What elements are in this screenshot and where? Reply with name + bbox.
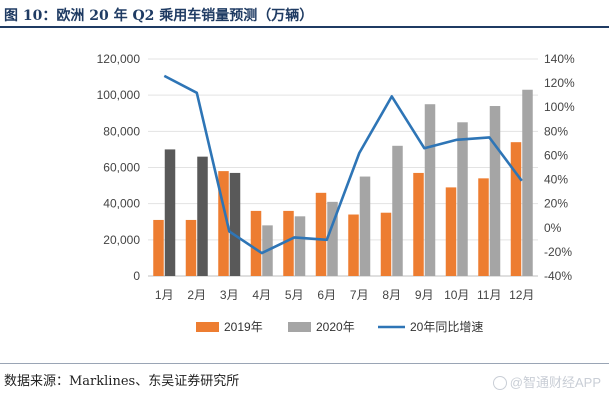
bar-2020 xyxy=(392,145,403,276)
x-tick-label: 5月 xyxy=(285,288,304,302)
x-tick-label: 7月 xyxy=(350,288,369,302)
x-tick-label: 6月 xyxy=(317,288,336,302)
bar-2019 xyxy=(283,210,294,276)
x-tick-label: 9月 xyxy=(415,288,434,302)
bar-2019 xyxy=(478,178,489,276)
legend-swatch-2019 xyxy=(196,322,219,332)
bar-2019 xyxy=(185,219,197,276)
y-left-tick-label: 80,000 xyxy=(103,124,140,138)
y-right-tick-label: 40% xyxy=(544,173,568,187)
y-left-tick-label: 100,000 xyxy=(97,88,141,102)
y-right-tick-label: 0% xyxy=(544,221,562,235)
bar-2019 xyxy=(348,214,359,276)
y-right-tick-label: -40% xyxy=(544,269,572,283)
legend-swatch-2020 xyxy=(288,322,311,332)
footer-divider xyxy=(0,363,609,364)
bar-2020 xyxy=(522,89,533,276)
legend-label-2020: 2020年 xyxy=(316,320,355,334)
x-tick-label: 3月 xyxy=(220,288,239,302)
growth-line xyxy=(163,74,523,255)
bar-2020 xyxy=(489,106,501,277)
watermark: @智通财经APP xyxy=(492,372,601,391)
y-right-tick-label: -20% xyxy=(544,245,572,259)
x-tick-label: 11月 xyxy=(477,288,501,302)
y-right-tick-label: 80% xyxy=(544,124,568,138)
bar-2020 xyxy=(457,122,468,277)
y-left-tick-label: 60,000 xyxy=(103,161,140,175)
x-tick-label: 10月 xyxy=(444,288,469,302)
y-right-tick-label: 140% xyxy=(544,52,575,66)
bar-2020 xyxy=(327,201,338,276)
x-tick-label: 4月 xyxy=(252,288,271,302)
y-right-tick-label: 120% xyxy=(544,76,575,90)
bar-2019 xyxy=(315,192,327,276)
y-right-tick-label: 20% xyxy=(544,197,568,211)
bar-2019 xyxy=(153,219,164,276)
bar-2019 xyxy=(510,142,522,276)
y-left-tick-label: 120,000 xyxy=(97,52,141,66)
chart-svg: 0 20,000 40,000 60,000 80,000 100,000 120,000 -… xyxy=(97,52,575,334)
y-right-tick-label: 60% xyxy=(544,148,568,162)
bar-2019 xyxy=(445,187,457,276)
legend-label-2019: 2019年 xyxy=(224,320,263,334)
bar-2020 xyxy=(294,216,306,276)
bar-2020 xyxy=(197,156,208,276)
legend-label-growth: 20年同比增速 xyxy=(410,320,483,334)
y-left-tick-label: 40,000 xyxy=(103,197,140,211)
figure-title: 图 10：欧洲 20 年 Q2 乘用车销量预测（万辆） xyxy=(4,8,314,24)
watermark-text: @智通财经APP xyxy=(509,375,601,390)
bar-2019 xyxy=(250,210,262,276)
bar-2020 xyxy=(424,104,436,276)
x-tick-label: 8月 xyxy=(382,288,401,302)
bar-2020 xyxy=(359,176,371,276)
bar-2020 xyxy=(229,172,241,276)
figure-title-bar: 图 10：欧洲 20 年 Q2 乘用车销量预测（万辆） xyxy=(0,0,609,28)
x-tick-label: 1月 xyxy=(155,288,174,302)
x-tick-label: 2月 xyxy=(187,288,206,302)
bar-2019 xyxy=(380,212,392,276)
bar-2020 xyxy=(164,149,176,276)
bar-2019 xyxy=(413,172,424,276)
bar-2019 xyxy=(218,171,229,276)
watermark-icon xyxy=(492,376,507,390)
x-tick-label: 12月 xyxy=(509,288,534,302)
y-left-tick-label: 20,000 xyxy=(103,233,140,247)
y-left-tick-label: 0 xyxy=(133,269,140,283)
y-right-tick-label: 100% xyxy=(544,100,575,114)
source-note: 数据来源：Marklines、东吴证券研究所 xyxy=(4,374,240,389)
